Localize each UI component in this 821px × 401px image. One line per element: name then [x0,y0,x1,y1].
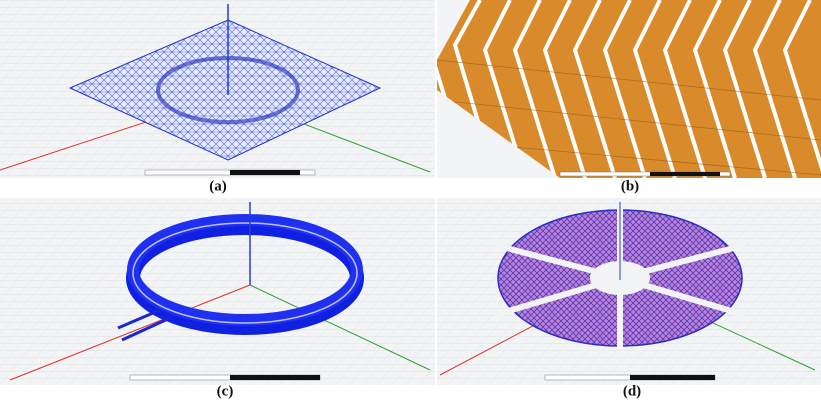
panel-label: (a) [209,178,227,194]
panel-label: (b) [621,178,639,194]
panel-label: (c) [217,383,234,399]
panel-label: (d) [623,383,641,399]
panel-a [0,0,435,178]
panel-b [437,0,821,178]
panel-d [437,198,821,385]
panel-c [0,198,435,385]
